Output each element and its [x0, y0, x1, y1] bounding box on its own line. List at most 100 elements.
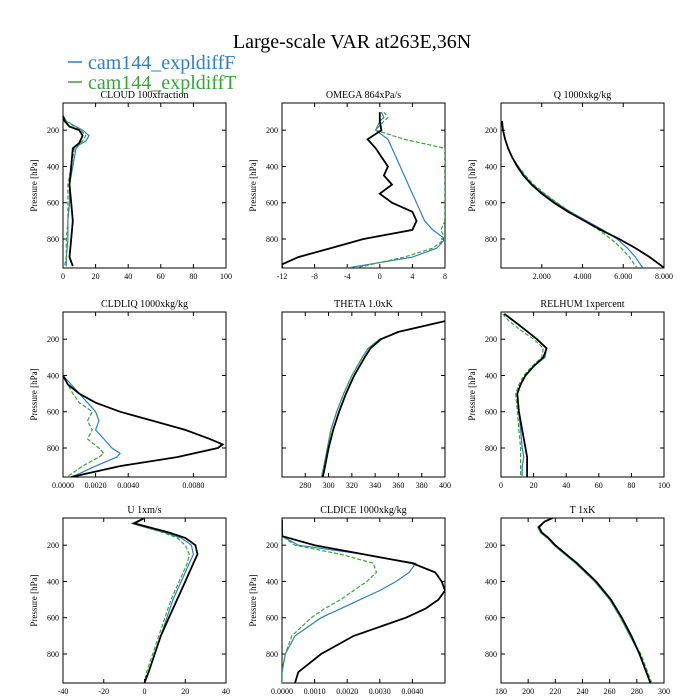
panel-5: THETA 1.0xK 280 300 320 340 360 380 400	[281, 299, 451, 490]
panel-5-series-expldiffF	[321, 320, 445, 477]
panel-1-series-reference	[63, 115, 84, 267]
panel-2-ylabel: Pressure [hPa]	[248, 159, 258, 211]
panel-8-ytick-label-200: 200	[266, 541, 278, 550]
panel-7-ytick-label-200: 200	[47, 541, 59, 550]
panel-3-series-expldiffT	[501, 121, 638, 268]
panel-3-frame	[500, 102, 665, 269]
panel-7-xtick-label-3: 20	[181, 687, 189, 696]
panel-6-frame	[500, 311, 665, 478]
panel-2: OMEGA 864xPa/s Pressure [hPa] 200 400 600 800…	[248, 90, 447, 281]
panel-2-ytick-label-800: 800	[266, 235, 278, 244]
panel-8-xtick-label-1: 0.0010	[304, 687, 326, 696]
panel-5-xtick-label-1: 300	[323, 481, 335, 490]
panel-7: U 1xm/s Pressure [hPa] 200 400 600 800 -40 -20 0…	[29, 505, 230, 696]
panel-5-title: THETA 1.0xK	[334, 299, 393, 310]
panel-1-ytick-label-400: 400	[47, 162, 59, 171]
panel-4-ytick-label-200: 200	[47, 335, 59, 344]
panel-6-series-reference	[503, 313, 548, 477]
panel-4-ytick-label-800: 800	[47, 444, 59, 453]
panel-2-ytick-label-600: 600	[266, 199, 278, 208]
panel-7-xtick-label-1: -20	[98, 687, 109, 696]
panel-7-xtick-label-0: -40	[58, 687, 69, 696]
panel-3-xtick-label-1: 4.000	[574, 272, 592, 281]
panel-7-series-expldiffT	[130, 518, 190, 683]
panel-4-xtick-label-0: 0.0000	[52, 481, 74, 490]
panel-9-ytick-label-800: 800	[485, 650, 497, 659]
panel-6-xtick-label-5: 100	[658, 481, 670, 490]
panel-8-xtick-label-2: 0.0020	[336, 687, 358, 696]
panel-8-ylabel: Pressure [hPa]	[248, 574, 258, 626]
panel-6-xtick-label-3: 60	[595, 481, 603, 490]
panel-2-xtick-label-5: 8	[443, 272, 447, 281]
panel-5-xtick-label-0: 280	[299, 481, 311, 490]
figure-title: Large-scale VAR at263E,36N	[233, 31, 471, 53]
panel-7-ytick-label-600: 600	[47, 614, 59, 623]
panel-9-title: T 1xK	[570, 505, 596, 516]
panel-4-frame	[62, 311, 227, 478]
panel-2-xtick-label-1: -8	[311, 272, 318, 281]
panel-8-title: CLDICE 1000xkg/kg	[320, 505, 406, 516]
panel-6-series-expldiffT	[502, 313, 545, 477]
panel-2-series-reference	[282, 112, 418, 268]
panel-4-xtick-label-1: 0.0020	[85, 481, 107, 490]
panel-7-series-reference	[131, 518, 199, 683]
panel-4-ytick-label-600: 600	[47, 408, 59, 417]
panel-9-xtick-label-0: 180	[495, 687, 507, 696]
panel-5-series-reference	[321, 320, 445, 477]
panel-5-xtick-label-3: 340	[369, 481, 381, 490]
panel-7-frame	[62, 517, 227, 684]
panel-5-frame	[281, 311, 446, 478]
panel-1-xtick-label-5: 100	[220, 272, 232, 281]
panel-3-ytick-label-200: 200	[485, 126, 497, 135]
panel-4-xtick-label-3: 0.0080	[182, 481, 204, 490]
panel-5-xtick-label-5: 380	[416, 481, 428, 490]
panel-6-title: RELHUM 1xpercent	[540, 299, 624, 310]
panel-9-xtick-label-3: 240	[577, 687, 589, 696]
panel-5-xtick-label-6: 400	[439, 481, 451, 490]
panel-2-xtick-label-3: 0	[378, 272, 382, 281]
panel-6-ylabel: Pressure [hPa]	[467, 368, 477, 420]
panel-1-ytick-label-800: 800	[47, 235, 59, 244]
panel-1-series-expldiffF	[63, 115, 90, 267]
panel-9: T 1xK 200 400 600 800 180 200 220 240 260 280 300	[485, 505, 670, 696]
panel-1-series-expldiffT	[63, 115, 87, 267]
panel-7-ytick-label-800: 800	[47, 650, 59, 659]
panel-6-ytick-label-800: 800	[485, 444, 497, 453]
panel-9-ytick-label-200: 200	[485, 541, 497, 550]
panel-1-xtick-label-3: 60	[157, 272, 165, 281]
panel-1-title: CLOUD 100xfraction	[100, 90, 188, 101]
panel-6-xtick-label-0: 0	[499, 481, 503, 490]
panel-3-ytick-label-600: 600	[485, 199, 497, 208]
panel-3-title: Q 1000xkg/kg	[554, 90, 612, 101]
panel-8-ytick-label-600: 600	[266, 614, 278, 623]
panel-7-title: U 1xm/s	[127, 505, 161, 516]
panel-3-series-expldiffF	[501, 121, 645, 268]
panel-5-xtick-label-4: 360	[392, 481, 404, 490]
panel-2-title: OMEGA 864xPa/s	[326, 90, 401, 101]
panel-7-ytick-label-400: 400	[47, 577, 59, 586]
panel-9-xtick-label-4: 260	[604, 687, 616, 696]
panel-4-series-expldiffT	[63, 375, 105, 477]
panel-6-ytick-label-600: 600	[485, 408, 497, 417]
panel-8-frame	[281, 517, 446, 684]
panel-8-series-reference	[282, 519, 445, 683]
panel-9-xtick-label-6: 300	[658, 687, 670, 696]
panel-6-xtick-label-4: 80	[627, 481, 635, 490]
panel-3-xtick-label-3: 8.000	[655, 272, 673, 281]
panel-5-series-expldiffT	[321, 320, 445, 477]
panel-8-xtick-label-4: 0.0040	[401, 687, 423, 696]
panel-9-frame	[500, 517, 665, 684]
panel-2-ytick-label-400: 400	[266, 162, 278, 171]
panel-1-ytick-label-600: 600	[47, 199, 59, 208]
panel-9-series-expldiffF	[536, 518, 651, 683]
legend-label-expldiffT: cam144_expldiffT	[88, 72, 236, 94]
panel-9-series-reference	[537, 518, 652, 683]
panel-3-xtick-label-2: 6.000	[614, 272, 632, 281]
panel-4-ytick-label-400: 400	[47, 371, 59, 380]
panel-3-xtick-label-0: 2.000	[533, 272, 551, 281]
panel-2-series-expldiffT	[355, 111, 445, 268]
